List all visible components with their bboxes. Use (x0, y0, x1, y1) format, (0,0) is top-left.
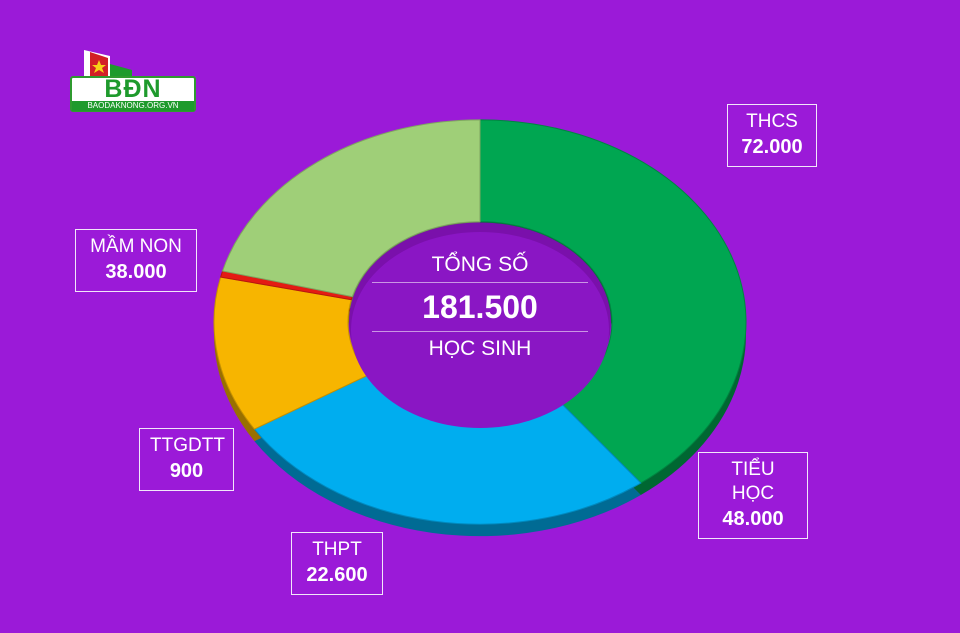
slice-label-name: MẦM NON (90, 236, 182, 257)
slice-label-name: THPT (312, 539, 362, 560)
slice-label-mam-non: MẦM NON 38.000 (75, 229, 197, 292)
donut-slice-thpt (213, 276, 369, 430)
slice-label-value: 72.000 (741, 136, 803, 158)
donut-slice-mầm-non (221, 119, 481, 298)
donut-slice-thcs (479, 119, 747, 484)
center-total: 181.500 (422, 289, 538, 325)
bdn-logo: BĐN BAODAKNONG.ORG.VN (70, 46, 196, 112)
slice-label-tieu-hoc: TIỂU HỌC 48.000 (698, 452, 808, 539)
logo-url: BAODAKNONG.ORG.VN (72, 101, 194, 111)
center-divider-bottom (372, 331, 588, 332)
slice-label-value: 38.000 (105, 261, 167, 283)
center-subtitle: HỌC SINH (428, 337, 532, 360)
center-title: TỔNG SỐ (431, 253, 529, 276)
logo-text: BĐN (104, 75, 162, 103)
slice-label-name: TIỂU HỌC (731, 459, 775, 504)
slice-label-value: 22.600 (306, 564, 368, 586)
donut-hole-floor (351, 231, 609, 429)
slice-label-name: TTGDTT (150, 435, 225, 456)
slice-label-value: 48.000 (722, 508, 784, 530)
chart-center-summary: TỔNG SỐ 181.500 HỌC SINH (372, 250, 588, 364)
donut-slices (213, 119, 747, 537)
slice-label-ttgdtt: TTGDTT 900 (139, 428, 234, 491)
slice-label-thcs: THCS 72.000 (727, 104, 817, 167)
slice-label-name: THCS (746, 111, 798, 132)
slice-label-value: 900 (169, 460, 204, 482)
center-divider-top (372, 282, 588, 283)
slice-label-thpt: THPT 22.600 (291, 532, 383, 595)
